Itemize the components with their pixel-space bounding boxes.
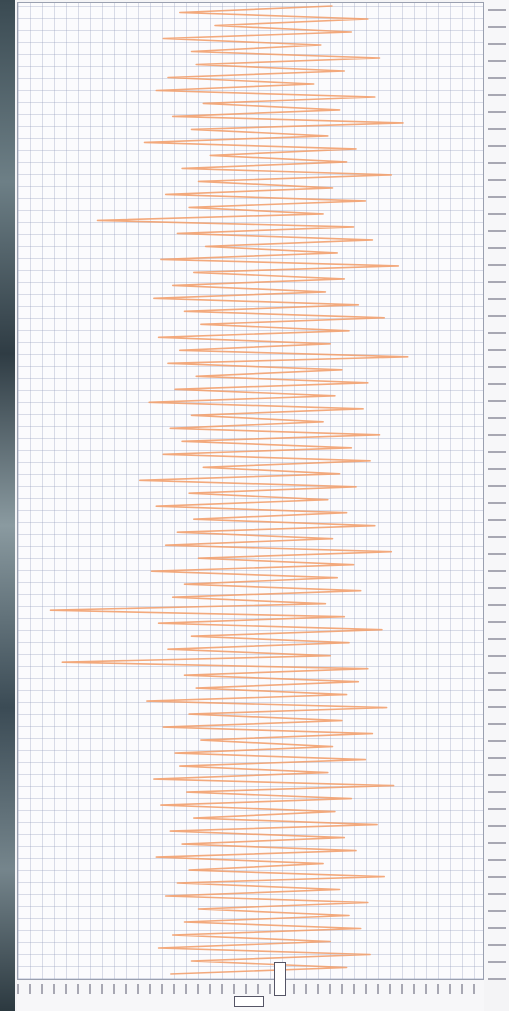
axis-label-box — [234, 996, 264, 1007]
trace-line — [49, 5, 409, 975]
value-axis — [17, 980, 484, 1011]
cursor-marker[interactable] — [274, 962, 286, 996]
background-photo — [0, 0, 15, 1011]
time-axis — [484, 0, 509, 980]
trace-chart — [49, 5, 409, 975]
